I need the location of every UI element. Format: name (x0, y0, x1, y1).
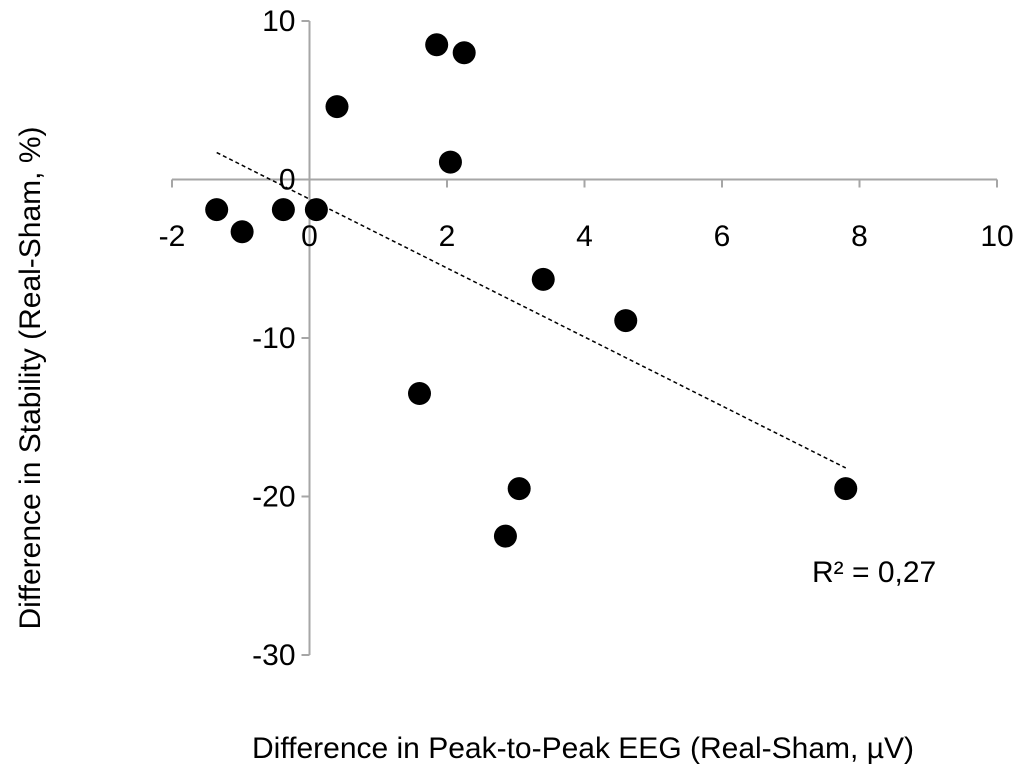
data-point (507, 477, 531, 501)
data-point (230, 220, 254, 244)
x-tick-label: 0 (301, 220, 318, 253)
data-point (834, 477, 858, 501)
data-point (614, 309, 638, 333)
data-point (452, 41, 476, 65)
data-point (304, 198, 328, 222)
x-tick-label: -2 (159, 220, 186, 253)
data-point (408, 381, 431, 405)
data-point (325, 95, 349, 119)
data-point (438, 150, 462, 174)
data-point (425, 33, 449, 57)
points-layer (205, 33, 858, 548)
y-tick-label: -20 (252, 481, 295, 514)
y-tick-label: -10 (252, 322, 295, 355)
x-tick-label: 2 (439, 220, 456, 253)
trendline-layer (216, 151, 847, 469)
x-tick-label: 10 (980, 220, 1013, 253)
x-axis-label: Difference in Peak-to-Peak EEG (Real-Sha… (252, 732, 914, 765)
y-tick-label: -30 (252, 639, 295, 672)
data-point (531, 267, 555, 291)
trendline (216, 151, 847, 469)
data-point (271, 198, 295, 222)
labels-layer: Difference in Peak-to-Peak EEG (Real-Sha… (14, 127, 936, 765)
y-axis-label: Difference in Stability (Real-Sham, %) (14, 127, 47, 630)
x-tick-label: 8 (851, 220, 868, 253)
data-point (493, 524, 517, 548)
data-point (205, 198, 229, 222)
y-tick-label: 0 (279, 164, 296, 197)
x-tick-label: 6 (714, 220, 731, 253)
y-tick-label: 10 (262, 5, 295, 38)
r-squared-annotation: R² = 0,27 (812, 556, 936, 589)
x-tick-label: 4 (576, 220, 593, 253)
